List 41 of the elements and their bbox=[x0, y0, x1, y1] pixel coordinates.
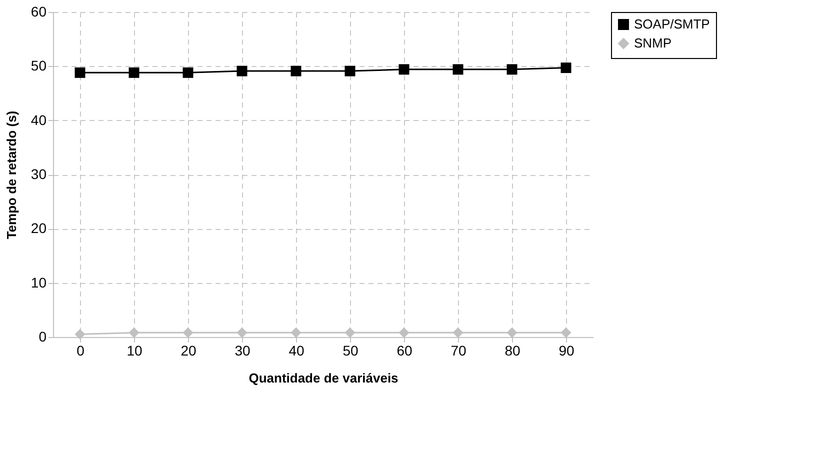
x-tick-label: 10 bbox=[126, 342, 142, 358]
point bbox=[128, 327, 140, 338]
point bbox=[506, 64, 518, 75]
point bbox=[128, 67, 140, 78]
point bbox=[398, 327, 410, 338]
point bbox=[344, 327, 356, 338]
y-tick-label: 60 bbox=[30, 4, 47, 20]
x-tick-label: 20 bbox=[180, 342, 196, 358]
y-tick-label: 30 bbox=[30, 166, 47, 182]
x-tick-label: 50 bbox=[342, 342, 358, 358]
x-tick-label: 30 bbox=[234, 342, 250, 358]
x-tick-label: 80 bbox=[504, 342, 520, 358]
x-tick-label: 0 bbox=[76, 342, 85, 358]
y-tick-label: 50 bbox=[30, 58, 47, 74]
point bbox=[182, 67, 194, 78]
point bbox=[290, 327, 302, 338]
legend-label: SNMP bbox=[634, 36, 672, 50]
point bbox=[236, 327, 248, 338]
point bbox=[560, 62, 572, 74]
point bbox=[290, 66, 302, 76]
point bbox=[452, 64, 464, 75]
point bbox=[398, 64, 410, 75]
x-axis-title: Quantidade de variáveis bbox=[248, 370, 398, 386]
y-tick-label: 10 bbox=[30, 274, 47, 290]
point bbox=[182, 327, 194, 338]
y-tick-label: 20 bbox=[30, 220, 47, 236]
point bbox=[74, 329, 86, 340]
point bbox=[506, 327, 518, 338]
x-tick-label: 90 bbox=[558, 342, 574, 358]
y-tick-label: 0 bbox=[38, 328, 47, 344]
legend-label: SOAP/SMTP bbox=[634, 16, 710, 32]
point bbox=[236, 66, 248, 76]
point bbox=[452, 327, 464, 338]
x-tick-label: 40 bbox=[288, 342, 304, 358]
point bbox=[344, 66, 356, 76]
y-tick-label: 40 bbox=[30, 112, 47, 128]
point bbox=[74, 67, 86, 78]
x-tick-label: 60 bbox=[396, 342, 412, 358]
point bbox=[560, 327, 572, 338]
x-tick-label: 70 bbox=[450, 342, 466, 358]
y-axis-title: Tempo de retardo (s) bbox=[4, 110, 19, 240]
